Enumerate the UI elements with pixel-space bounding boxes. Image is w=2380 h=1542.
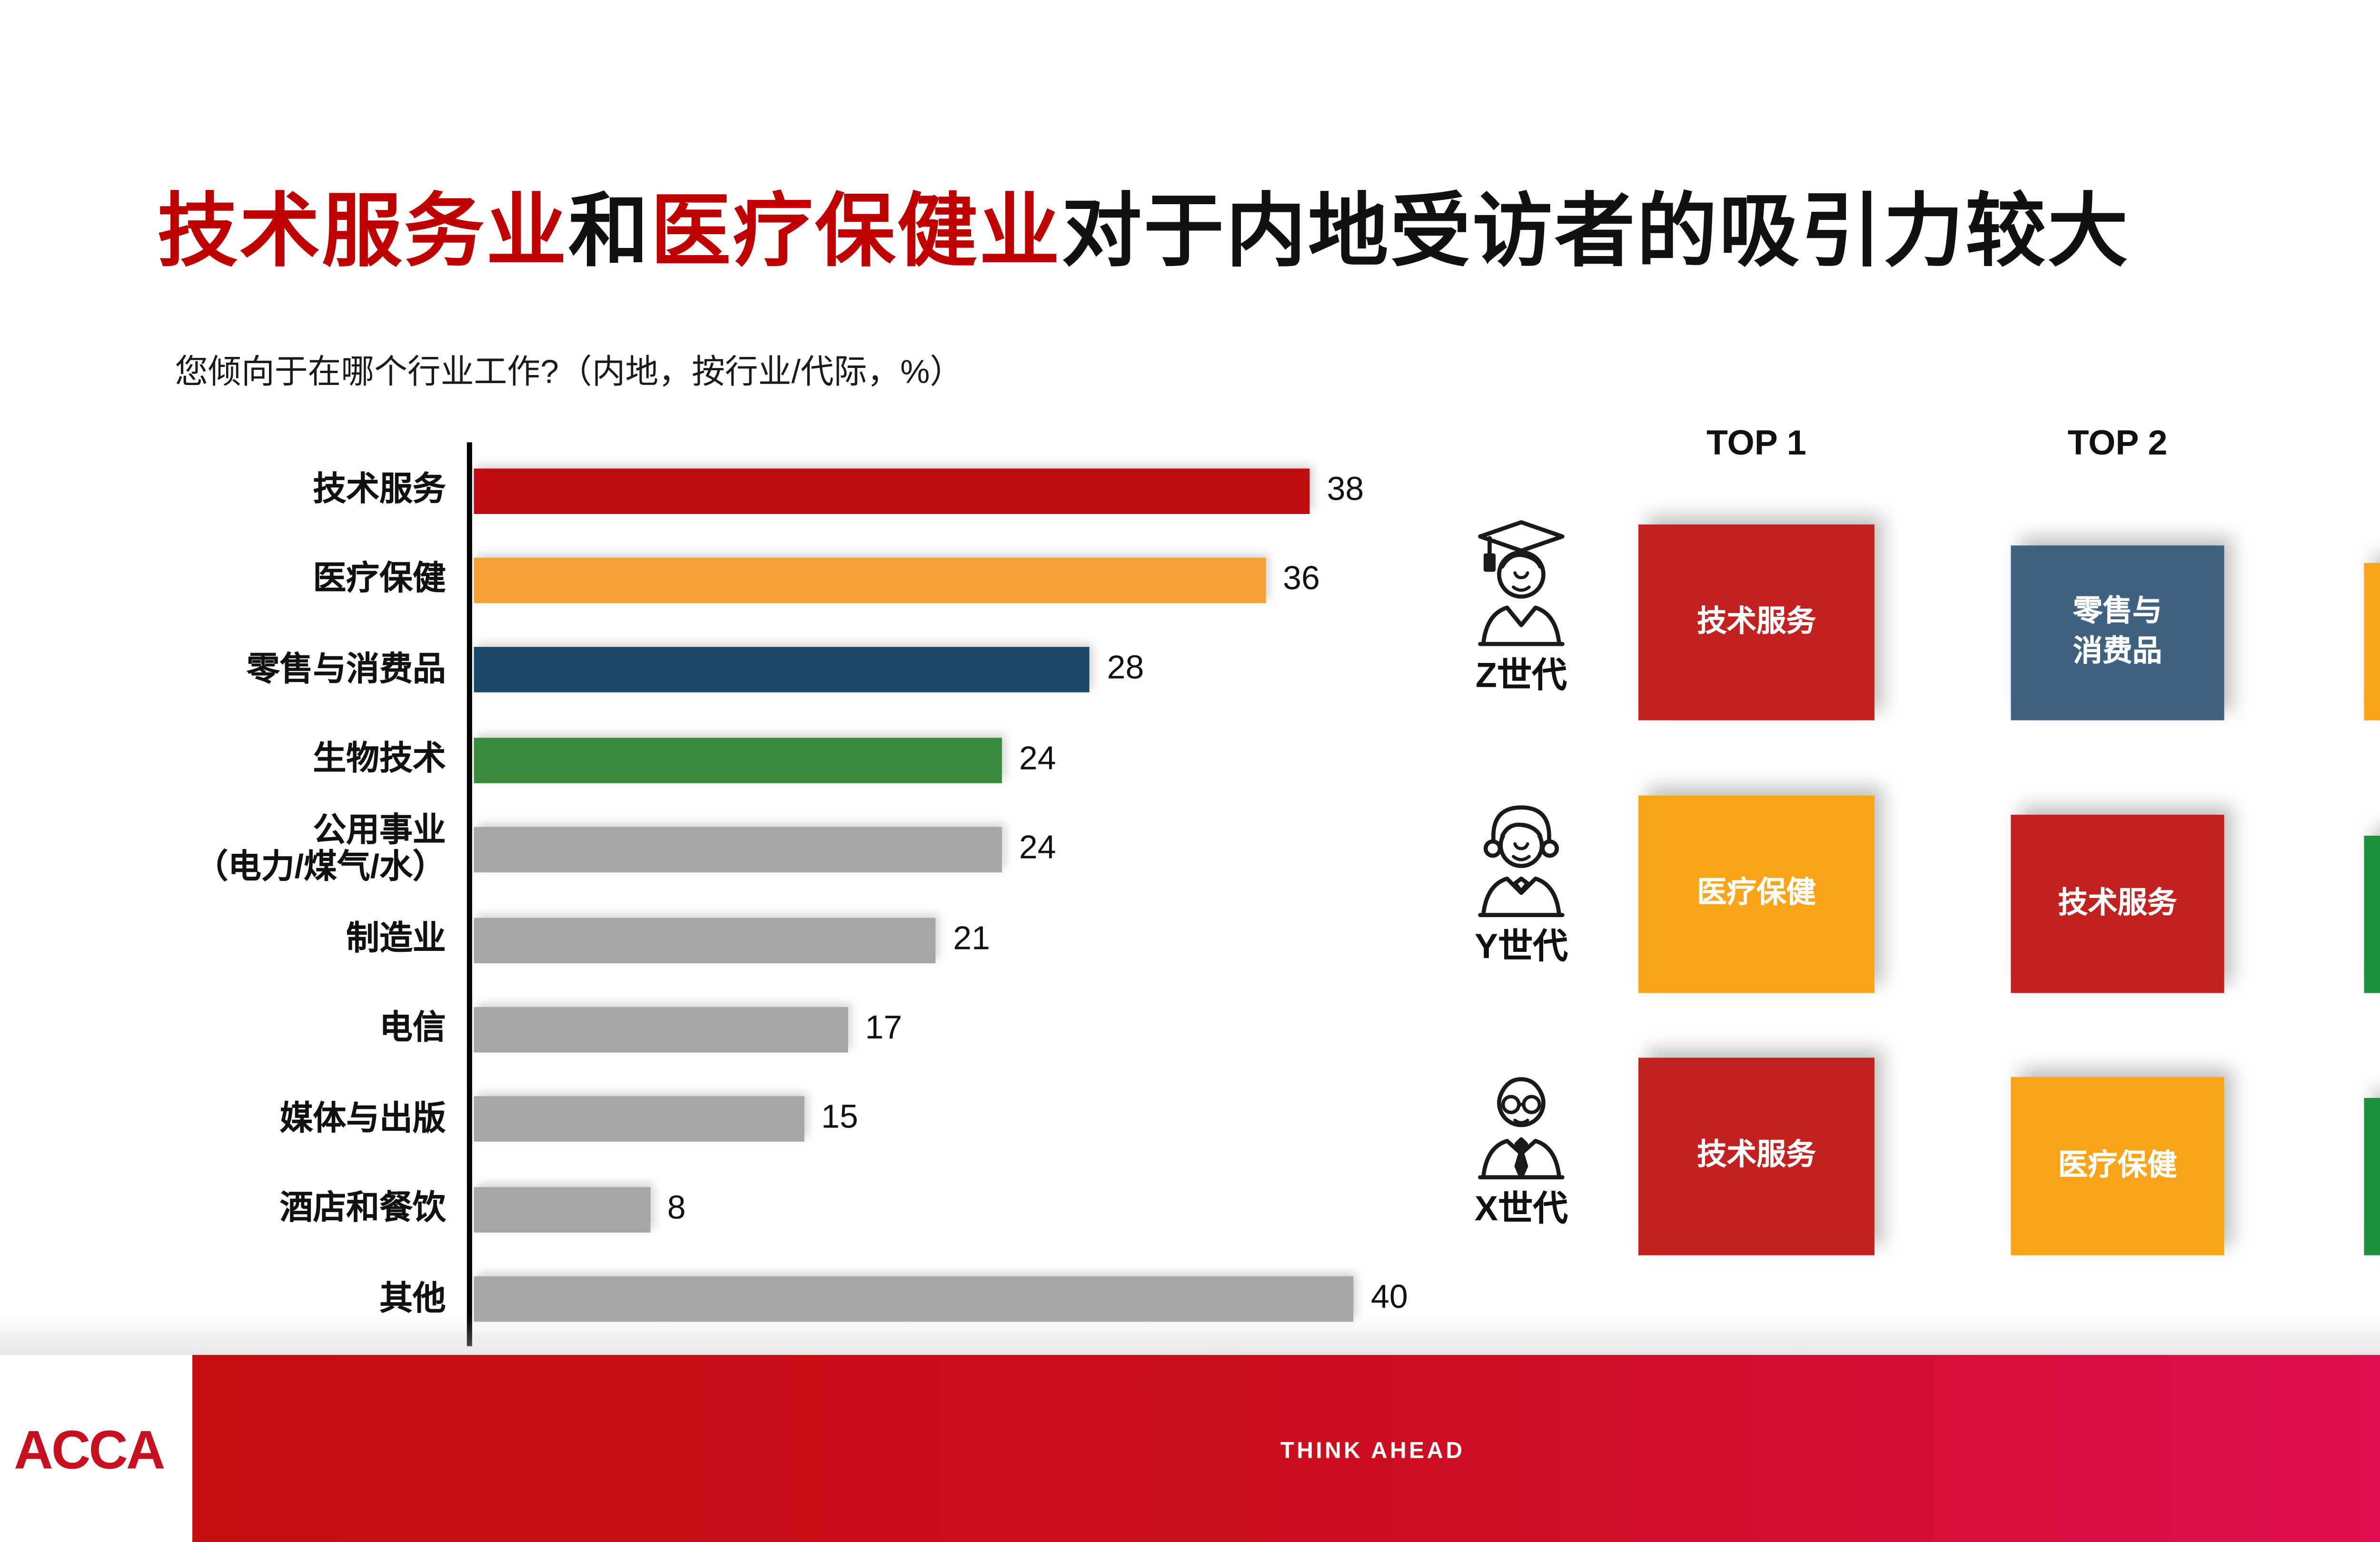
category-label: 电信	[379, 1011, 446, 1048]
generation-y-label: Y世代	[1474, 928, 1568, 967]
y-axis-line	[466, 442, 472, 1346]
top2-box-genz: 零售与 消费品	[2011, 545, 2224, 721]
value-label: 17	[865, 1010, 902, 1048]
category-label: 酒店和餐饮	[279, 1191, 446, 1228]
chart-row: 媒体与出版 15	[61, 1075, 1495, 1165]
chart-row: 其他 40	[61, 1255, 1495, 1344]
bar-biotech	[474, 737, 1002, 783]
bar-healthcare	[474, 558, 1266, 603]
value-label: 40	[1370, 1280, 1408, 1317]
generation-z: Z世代	[1455, 517, 1587, 697]
category-label: 零售与消费品	[246, 652, 446, 689]
generation-x: X世代	[1455, 1051, 1587, 1231]
bar-manufacturing	[474, 917, 936, 963]
top3-box-genx: 生物技术	[2364, 1097, 2380, 1255]
value-label: 38	[1327, 471, 1364, 508]
title-normal-1: 和	[568, 185, 651, 277]
value-label: 24	[1019, 830, 1056, 868]
title-normal-2: 对于内地受访者的吸引力较大	[1061, 185, 2130, 277]
chart-row: 制造业 21	[61, 895, 1495, 985]
top1-box-genx: 技术服务	[1638, 1058, 1874, 1255]
chart-row: 零售与消费品 28	[61, 625, 1495, 715]
bar-hotel-catering	[474, 1186, 650, 1233]
generation-y: Y世代	[1455, 789, 1587, 969]
value-label: 8	[667, 1190, 686, 1227]
woman-icon	[1455, 789, 1587, 921]
top1-box-genz: 技术服务	[1638, 524, 1874, 721]
top2-header: TOP 2	[2067, 425, 2168, 464]
chart-subtitle: 您倾向于在哪个行业工作?（内地，按行业/代际，%）	[175, 355, 963, 392]
think-ahead-tagline: THINK AHEAD	[1280, 1437, 1465, 1463]
graduate-student-icon	[1455, 517, 1587, 650]
generation-x-label: X世代	[1474, 1190, 1568, 1229]
value-label: 36	[1283, 561, 1320, 598]
category-label: 媒体与出版	[279, 1101, 446, 1138]
bar-chart: 技术服务 38 医疗保健 36 零售与消费品 28 生物技术 24 公用事业 （…	[61, 442, 1495, 1346]
chart-row: 生物技术 24	[61, 715, 1495, 805]
top2-box-genx: 医疗保健	[2011, 1077, 2224, 1255]
value-label: 15	[821, 1100, 858, 1137]
bar-retail-consumer	[474, 647, 1090, 693]
man-glasses-icon	[1455, 1051, 1587, 1184]
category-label: 制造业	[346, 921, 446, 959]
bar-tech-services	[474, 468, 1309, 514]
bar-telecom	[474, 1007, 848, 1053]
chart-row: 公用事业 （电力/煤气/水） 24	[61, 805, 1495, 895]
acca-logo: ACCA	[14, 1419, 165, 1481]
generation-z-label: Z世代	[1476, 657, 1567, 696]
top1-box-geny: 医疗保健	[1638, 795, 1874, 993]
category-label: 其他	[379, 1281, 446, 1318]
title-highlight-1: 技术服务业	[157, 185, 568, 277]
category-label: 技术服务	[313, 472, 446, 509]
footer-bar	[192, 1354, 2380, 1542]
category-label: 医疗保健	[313, 562, 446, 599]
top3-box-geny: 生物技术	[2364, 835, 2380, 993]
top1-header: TOP 1	[1706, 425, 1806, 464]
chart-row: 电信 17	[61, 985, 1495, 1075]
top3-box-genz: 医疗保健	[2364, 563, 2380, 721]
category-label: 生物技术	[313, 741, 446, 779]
chart-row: 医疗保健 36	[61, 536, 1495, 626]
bar-other	[474, 1276, 1354, 1322]
bar-media-publishing	[474, 1097, 804, 1143]
value-label: 21	[953, 920, 990, 958]
value-label: 28	[1107, 651, 1144, 688]
bottom-shadow-strip	[0, 1315, 2380, 1355]
category-label: 公用事业 （电力/煤气/水）	[195, 813, 446, 887]
page-title: 技术服务业和医疗保健业对于内地受访者的吸引力较大	[158, 168, 2130, 283]
bar-utilities	[474, 827, 1002, 873]
title-highlight-2: 医疗保健业	[650, 185, 1061, 277]
top3-header: TOP 3	[2364, 425, 2380, 465]
value-label: 24	[1019, 741, 1056, 778]
chart-row: 酒店和餐饮 8	[61, 1165, 1495, 1255]
top2-box-geny: 技术服务	[2011, 814, 2224, 993]
chart-row: 技术服务 38	[61, 446, 1495, 536]
